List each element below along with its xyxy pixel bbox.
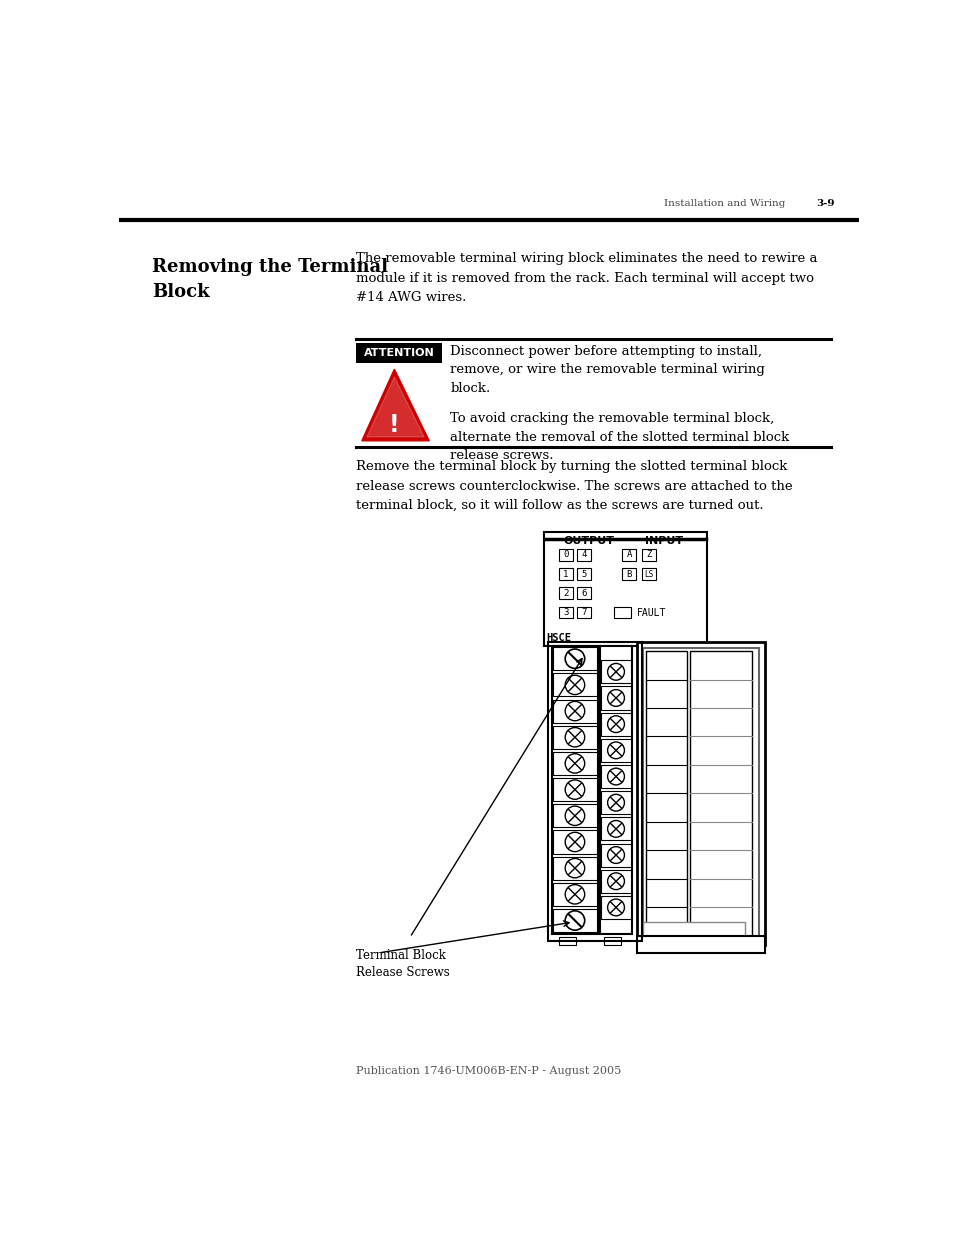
Bar bbox=[558, 550, 572, 561]
Text: 0: 0 bbox=[562, 551, 568, 559]
Bar bbox=[547, 642, 641, 941]
Bar bbox=[600, 713, 630, 736]
Bar bbox=[641, 568, 655, 579]
Polygon shape bbox=[361, 369, 429, 441]
Bar bbox=[613, 606, 630, 619]
Bar bbox=[553, 726, 596, 748]
Text: HSCE: HSCE bbox=[546, 634, 571, 643]
Text: 2: 2 bbox=[562, 589, 568, 598]
Bar bbox=[600, 792, 630, 814]
Bar bbox=[558, 568, 572, 579]
Bar bbox=[599, 646, 632, 934]
Bar bbox=[553, 673, 596, 697]
Bar bbox=[577, 606, 591, 619]
Bar bbox=[600, 687, 630, 710]
Bar bbox=[637, 936, 764, 953]
Bar bbox=[553, 909, 596, 932]
Text: 4: 4 bbox=[581, 551, 586, 559]
Bar bbox=[600, 739, 630, 762]
Bar bbox=[645, 651, 686, 936]
Text: Remove the terminal block by turning the slotted terminal block
release screws c: Remove the terminal block by turning the… bbox=[355, 461, 791, 513]
Text: Publication 1746-UM006B-EN-P - August 2005: Publication 1746-UM006B-EN-P - August 20… bbox=[355, 1066, 621, 1076]
Bar bbox=[543, 531, 706, 646]
Text: Disconnect power before attempting to install,
remove, or wire the removable ter: Disconnect power before attempting to in… bbox=[450, 345, 764, 394]
Bar bbox=[553, 647, 596, 671]
Bar bbox=[553, 883, 596, 906]
Bar bbox=[600, 869, 630, 893]
Bar bbox=[577, 588, 591, 599]
Text: !: ! bbox=[389, 412, 399, 437]
Text: A: A bbox=[626, 551, 631, 559]
Bar bbox=[621, 568, 636, 579]
Text: Z: Z bbox=[645, 551, 651, 559]
Text: LS: LS bbox=[643, 569, 653, 578]
Bar bbox=[600, 818, 630, 841]
Text: 6: 6 bbox=[581, 589, 586, 598]
Bar bbox=[604, 937, 620, 945]
Text: 3-9: 3-9 bbox=[816, 199, 835, 209]
Bar bbox=[642, 923, 744, 939]
Text: INPUT: INPUT bbox=[644, 536, 682, 546]
Bar bbox=[553, 857, 596, 879]
Bar bbox=[600, 661, 630, 683]
Bar bbox=[600, 895, 630, 919]
Bar bbox=[621, 550, 636, 561]
Bar bbox=[600, 764, 630, 788]
Bar bbox=[641, 550, 655, 561]
Text: Terminal Block
Release Screws: Terminal Block Release Screws bbox=[355, 948, 449, 979]
Bar bbox=[355, 343, 442, 363]
Text: B: B bbox=[626, 569, 631, 578]
Bar bbox=[577, 568, 591, 579]
Bar bbox=[553, 804, 596, 827]
Bar bbox=[690, 651, 751, 936]
Text: 1: 1 bbox=[562, 569, 568, 578]
Bar bbox=[642, 648, 758, 939]
Bar bbox=[558, 588, 572, 599]
Bar bbox=[553, 752, 596, 776]
Text: ATTENTION: ATTENTION bbox=[363, 348, 434, 358]
Bar bbox=[577, 550, 591, 561]
Text: 3: 3 bbox=[562, 608, 568, 618]
Bar bbox=[600, 844, 630, 867]
Text: OUTPUT: OUTPUT bbox=[563, 536, 614, 546]
Text: Removing the Terminal
Block: Removing the Terminal Block bbox=[152, 258, 387, 300]
Text: 5: 5 bbox=[581, 569, 586, 578]
Text: To avoid cracking the removable terminal block,
alternate the removal of the slo: To avoid cracking the removable terminal… bbox=[450, 412, 788, 462]
Text: FAULT: FAULT bbox=[637, 608, 665, 618]
Bar bbox=[637, 642, 764, 945]
Polygon shape bbox=[367, 377, 424, 437]
Text: 7: 7 bbox=[581, 608, 586, 618]
Bar bbox=[558, 937, 576, 945]
Bar bbox=[558, 606, 572, 619]
Bar bbox=[551, 646, 598, 934]
Bar bbox=[553, 830, 596, 853]
Bar bbox=[553, 699, 596, 722]
Text: The removable terminal wiring block eliminates the need to rewire a
module if it: The removable terminal wiring block elim… bbox=[355, 252, 817, 304]
Bar bbox=[553, 778, 596, 802]
Text: Installation and Wiring: Installation and Wiring bbox=[663, 199, 784, 209]
